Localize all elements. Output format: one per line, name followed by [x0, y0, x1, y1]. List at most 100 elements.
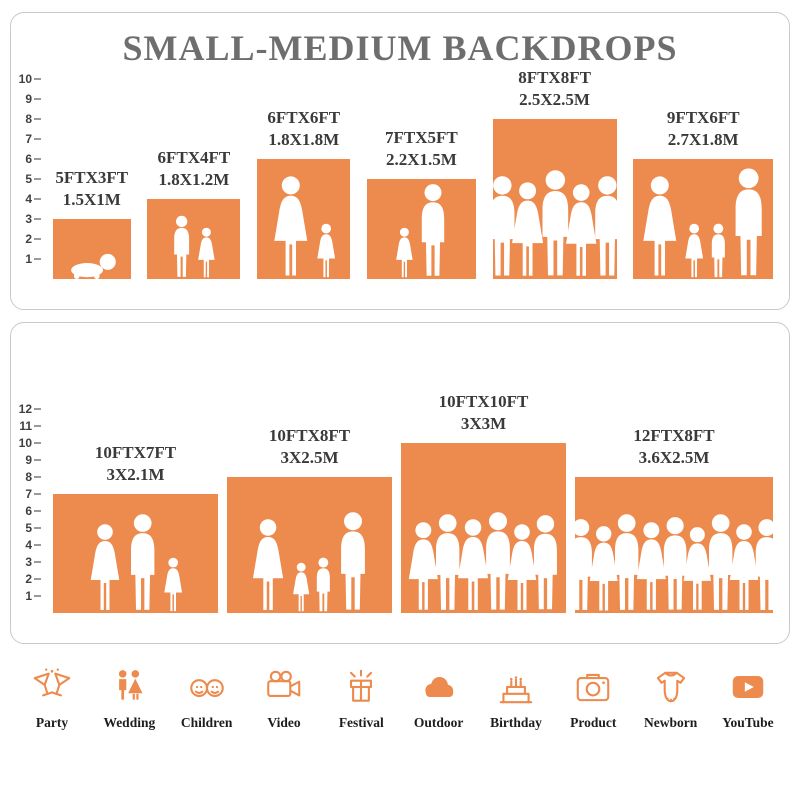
- backdrop-7ftx5ft: 7FTX5FT 2.2X1.5M: [367, 127, 476, 279]
- ruler-tick: 3: [17, 554, 41, 570]
- category-video: Video: [248, 666, 320, 731]
- category-youtube: YouTube: [712, 666, 784, 731]
- ruler-tick: 10: [17, 435, 41, 451]
- ruler-tick: 8: [17, 111, 41, 127]
- backdrop-size-m: 1.5X1M: [62, 189, 121, 209]
- person-silhouette-f: [270, 175, 312, 279]
- category-outdoor: Outdoor: [403, 666, 475, 731]
- category-label: Outdoor: [413, 715, 464, 730]
- ruler-tick: 11: [17, 418, 41, 434]
- ruler-tick: 9: [17, 91, 41, 107]
- ruler-tick: 1: [17, 251, 41, 267]
- backdrop-size-m: 3.6X2.5M: [638, 447, 710, 467]
- backdrop-label: 7FTX5FT 2.2X1.5M: [385, 127, 458, 171]
- backdrop-rect: [257, 159, 351, 279]
- backdrop-5ftx3ft: 5FTX3FT 1.5X1M: [53, 167, 131, 279]
- category-label: Party: [35, 715, 69, 730]
- category-label: Children: [180, 715, 233, 730]
- video-icon: [263, 666, 305, 708]
- people-silhouettes: [147, 215, 240, 279]
- person-silhouette-f: [162, 557, 184, 613]
- person-silhouette-f: [639, 175, 681, 279]
- backdrop-12ftx8ft: 12FTX8FT 3.6X2.5M: [575, 425, 773, 613]
- category-birthday: Birthday: [480, 666, 552, 731]
- backdrop-rect: [147, 199, 241, 279]
- backdrop-label: 10FTX10FT 3X3M: [439, 391, 529, 435]
- person-silhouette-f: [291, 562, 311, 613]
- category-party: Party: [16, 666, 88, 731]
- ruler-tick: 3: [17, 211, 41, 227]
- person-silhouette-f: [249, 518, 287, 613]
- backdrop-rect: [53, 219, 131, 279]
- backdrop-6ftx6ft: 6FTX6FT 1.8X1.8M: [257, 107, 351, 279]
- backdrop-rect: [367, 179, 476, 279]
- backdrop-label: 8FTX8FT 2.5X2.5M: [518, 67, 591, 111]
- ruler-tick: 12: [17, 401, 41, 417]
- outdoor-icon: [418, 666, 460, 708]
- backdrop-label: 10FTX8FT 3X2.5M: [269, 425, 350, 469]
- backdrop-label: 10FTX7FT 3X2.1M: [95, 442, 176, 486]
- person-silhouette-m: [126, 513, 159, 613]
- person-silhouette-m: [730, 167, 767, 279]
- backdrop-10ftx7ft: 10FTX7FT 3X2.1M: [53, 442, 218, 613]
- backdrop-8ftx8ft: 8FTX8FT 2.5X2.5M: [492, 67, 617, 279]
- backdrop-size-m: 3X2.1M: [106, 464, 165, 484]
- backdrop-rect: [227, 477, 392, 613]
- backdrop-label: 9FTX6FT 2.7X1.8M: [667, 107, 740, 151]
- backdrop-label: 6FTX4FT 1.8X1.2M: [158, 147, 231, 191]
- backdrop-row-top: 5FTX3FT 1.5X1M 6FTX4FT 1.8X1.2M 6FTX6FT …: [53, 67, 773, 279]
- people-silhouettes: [575, 513, 773, 613]
- party-icon: [31, 666, 73, 708]
- person-silhouette-m: [171, 215, 192, 279]
- people-silhouettes: [367, 183, 476, 279]
- category-label: Video: [267, 715, 301, 730]
- ruler-tick: 5: [17, 520, 41, 536]
- people-silhouettes: [227, 511, 392, 613]
- ruler-tick: 2: [17, 231, 41, 247]
- backdrop-size-ft: 5FTX3FT: [55, 167, 129, 187]
- backdrop-10ftx8ft: 10FTX8FT 3X2.5M: [227, 425, 392, 613]
- backdrop-size-m: 1.8X1.2M: [158, 169, 230, 189]
- category-label: Birthday: [490, 715, 542, 730]
- page-title: SMALL-MEDIUM BACKDROPS: [122, 28, 678, 68]
- people-silhouettes: [633, 167, 773, 279]
- backdrop-rect: [492, 119, 617, 279]
- backdrop-label: 6FTX6FT 1.8X1.8M: [267, 107, 340, 151]
- ruler-tick: 5: [17, 171, 41, 187]
- ruler-tick: 8: [17, 469, 41, 485]
- newborn-icon: [650, 666, 692, 708]
- ruler-tick: 4: [17, 537, 41, 553]
- backdrop-size-m: 2.2X1.5M: [386, 149, 457, 169]
- person-silhouette-baby: [67, 253, 117, 279]
- person-silhouette-f: [196, 227, 217, 279]
- person-silhouette-f: [315, 223, 337, 279]
- category-festival: Festival: [325, 666, 397, 731]
- backdrop-9ftx6ft: 9FTX6FT 2.7X1.8M: [633, 107, 773, 279]
- category-label: YouTube: [722, 715, 774, 730]
- birthday-icon: [495, 666, 537, 708]
- people-silhouettes: [53, 253, 131, 279]
- backdrop-size-ft: 10FTX8FT: [268, 425, 351, 445]
- backdrop-size-m: 3X2.5M: [280, 447, 339, 467]
- panel-large: 1 2 3 4 5 6 7 8 9 10 11 12 10FTX7FT 3X2.1M 10FTX8FT…: [10, 322, 790, 644]
- ruler-tick: 9: [17, 452, 41, 468]
- backdrop-rect: [575, 477, 773, 613]
- category-label: Wedding: [103, 715, 156, 730]
- backdrop-10ftx10ft: 10FTX10FT 3X3M: [401, 391, 566, 613]
- backdrop-6ftx4ft: 6FTX4FT 1.8X1.2M: [147, 147, 241, 279]
- category-wedding: Wedding: [93, 666, 165, 731]
- wedding-icon: [108, 666, 150, 708]
- backdrop-size-ft: 12FTX8FT: [633, 425, 715, 445]
- ruler-tick: 6: [17, 151, 41, 167]
- backdrop-size-m: 2.5X2.5M: [519, 89, 590, 109]
- person-silhouette-m: [417, 183, 449, 279]
- category-children: Children: [171, 666, 243, 731]
- people-silhouettes: [257, 175, 350, 279]
- festival-icon: [340, 666, 382, 708]
- person-silhouette-m: [336, 511, 370, 613]
- category-row: Party Wedding Children: [16, 666, 784, 731]
- panel-small-medium: SMALL-MEDIUM BACKDROPS 1 2 3 4 5 6 7 8 9 10 5FTX3…: [10, 12, 790, 310]
- ruler-tick: 2: [17, 571, 41, 587]
- children-icon: [186, 666, 228, 708]
- category-label: Newborn: [644, 715, 698, 730]
